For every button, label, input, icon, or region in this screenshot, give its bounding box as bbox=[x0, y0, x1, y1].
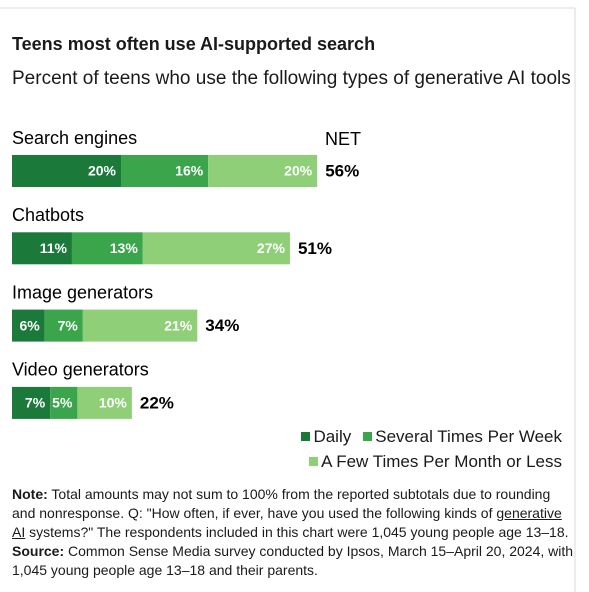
bar-segment bbox=[82, 309, 198, 342]
bar-segment bbox=[12, 386, 51, 419]
segment-label: 20% bbox=[284, 163, 313, 179]
total-label: 22% bbox=[140, 393, 174, 412]
category-label: Search engines bbox=[12, 128, 137, 148]
total-label: 51% bbox=[298, 239, 332, 258]
category-label: Video generators bbox=[12, 360, 149, 380]
note-text: Note: bbox=[12, 486, 48, 502]
bar-segment bbox=[12, 232, 72, 265]
total-label: 34% bbox=[205, 316, 239, 335]
bar-segment bbox=[44, 309, 83, 342]
bar-segment bbox=[50, 386, 78, 419]
segment-label: 7% bbox=[25, 395, 46, 411]
bar-segment bbox=[142, 232, 290, 265]
note-text: Total amounts may not sum to 100% from t… bbox=[12, 486, 551, 521]
bar-segment bbox=[71, 232, 143, 265]
segment-label: 27% bbox=[257, 240, 286, 256]
legend-swatch bbox=[363, 432, 373, 441]
bar-segment bbox=[12, 155, 121, 187]
note-text: systems?" The respondents included in th… bbox=[25, 524, 569, 540]
legend-item: Daily bbox=[301, 424, 351, 449]
segment-label: 10% bbox=[99, 395, 128, 411]
segment-label: 5% bbox=[52, 395, 73, 411]
note: Note: Total amounts may not sum to 100% … bbox=[12, 485, 574, 580]
chart-title: Teens most often use AI-supported search bbox=[12, 34, 376, 54]
legend-label: A Few Times Per Month or Less bbox=[321, 452, 562, 471]
note-text: Common Sense Media survey conducted by I… bbox=[12, 543, 574, 578]
legend-item: Several Times Per Week bbox=[363, 424, 562, 449]
segment-label: 21% bbox=[164, 317, 193, 333]
segment-label: 16% bbox=[175, 163, 204, 179]
note-text: Source: bbox=[12, 543, 65, 559]
segment-label: 13% bbox=[110, 240, 139, 256]
legend-swatch bbox=[301, 432, 311, 441]
category-label: Chatbots bbox=[12, 205, 84, 225]
segment-label: 11% bbox=[40, 240, 68, 256]
bar-segment bbox=[121, 155, 209, 187]
chart-subtitle: Percent of teens who use the following t… bbox=[12, 68, 571, 89]
legend: Daily Several Times Per Week A Few Times P… bbox=[262, 424, 562, 474]
segment-label: 7% bbox=[58, 317, 79, 333]
total-label: 56% bbox=[325, 161, 359, 180]
bar-segment bbox=[208, 155, 318, 187]
note-text: generative AI bbox=[12, 505, 562, 540]
legend-label: Several Times Per Week bbox=[375, 427, 562, 446]
legend-swatch bbox=[309, 457, 319, 466]
bar-segment bbox=[12, 309, 45, 342]
total-header: NET bbox=[325, 129, 361, 149]
legend-label: Daily bbox=[313, 427, 352, 446]
legend-item: A Few Times Per Month or Less bbox=[309, 449, 562, 474]
category-label: Image generators bbox=[12, 282, 153, 302]
bar-segment bbox=[77, 386, 132, 419]
segment-label: 6% bbox=[19, 317, 40, 333]
segment-label: 20% bbox=[88, 163, 117, 179]
